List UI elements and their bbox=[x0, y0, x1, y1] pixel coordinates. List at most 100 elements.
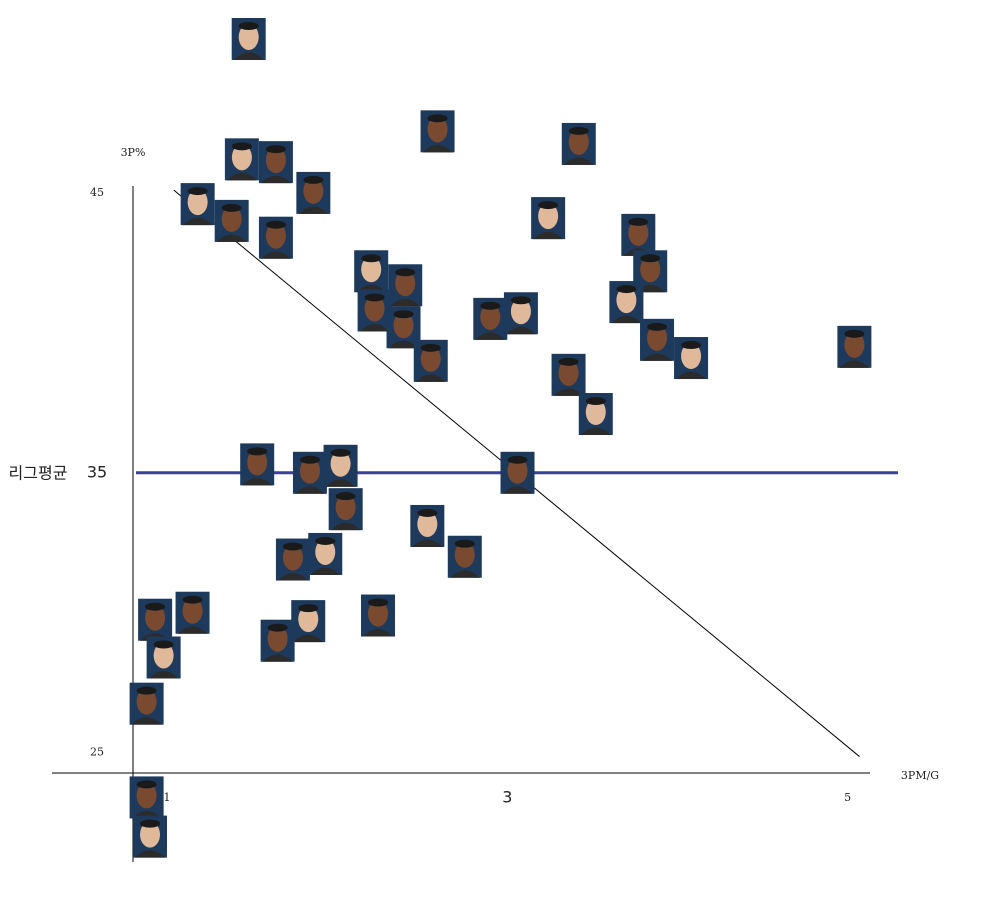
player-photo bbox=[531, 197, 566, 240]
shoulders bbox=[449, 570, 480, 578]
face bbox=[187, 189, 208, 216]
player-photo bbox=[413, 339, 448, 382]
shoulders bbox=[260, 175, 291, 184]
player-photo bbox=[473, 297, 508, 340]
shoulders bbox=[422, 144, 453, 153]
shoulders bbox=[676, 371, 707, 380]
shoulders bbox=[390, 298, 421, 307]
player-photo bbox=[258, 216, 293, 259]
y-axis-label: 3P% bbox=[121, 146, 146, 159]
face bbox=[364, 295, 385, 322]
hair bbox=[628, 217, 649, 226]
hair bbox=[140, 819, 161, 828]
face bbox=[303, 177, 324, 204]
shoulders bbox=[363, 629, 393, 637]
shoulders bbox=[135, 850, 166, 858]
face bbox=[568, 128, 589, 155]
face bbox=[558, 359, 579, 386]
hair bbox=[427, 114, 448, 123]
shoulders bbox=[262, 654, 293, 662]
hair bbox=[558, 357, 579, 366]
shoulders bbox=[242, 477, 273, 486]
shoulders bbox=[260, 251, 291, 259]
shoulders bbox=[533, 231, 564, 240]
face bbox=[136, 688, 157, 715]
shoulders bbox=[359, 323, 390, 332]
face bbox=[265, 222, 286, 249]
face bbox=[538, 203, 559, 230]
player-photo bbox=[357, 289, 392, 332]
shoulders bbox=[131, 717, 162, 725]
face bbox=[507, 457, 528, 484]
shoulders bbox=[611, 315, 642, 324]
shoulders bbox=[563, 157, 594, 165]
shoulders bbox=[177, 626, 208, 634]
face bbox=[265, 147, 286, 174]
face bbox=[221, 205, 242, 232]
shoulders bbox=[415, 374, 446, 382]
shoulders bbox=[277, 573, 308, 581]
face bbox=[640, 256, 661, 283]
player-photo bbox=[231, 17, 266, 60]
face bbox=[616, 287, 637, 314]
face bbox=[298, 606, 319, 633]
hair bbox=[616, 285, 637, 294]
face bbox=[238, 23, 259, 50]
hair bbox=[153, 640, 174, 649]
player-photo bbox=[133, 815, 168, 858]
hair bbox=[187, 187, 208, 196]
face bbox=[647, 324, 668, 351]
hair bbox=[267, 623, 288, 632]
player-photo bbox=[500, 451, 535, 494]
player-photo bbox=[361, 594, 395, 637]
face bbox=[480, 303, 501, 330]
shoulders bbox=[839, 360, 870, 368]
hair bbox=[364, 293, 385, 302]
hair bbox=[640, 254, 661, 263]
face bbox=[368, 600, 388, 627]
face bbox=[393, 312, 414, 339]
hair bbox=[221, 203, 242, 212]
player-photo bbox=[240, 443, 275, 486]
hair bbox=[145, 602, 166, 611]
hair bbox=[303, 175, 324, 184]
hair bbox=[395, 268, 416, 277]
player-photo bbox=[503, 292, 538, 335]
x-tick-label: 3 bbox=[502, 788, 512, 807]
shoulders bbox=[216, 234, 247, 242]
face bbox=[153, 642, 174, 669]
hair bbox=[247, 447, 268, 456]
hair bbox=[393, 310, 414, 319]
face bbox=[315, 538, 336, 565]
shoulders bbox=[505, 326, 536, 335]
player-photo bbox=[578, 393, 613, 436]
hair bbox=[136, 780, 157, 789]
x-tick-label: 5 bbox=[844, 791, 851, 804]
player-photo bbox=[621, 213, 656, 256]
player-photo bbox=[292, 451, 327, 494]
player-photo bbox=[609, 281, 644, 324]
hair bbox=[454, 539, 475, 548]
player-photo bbox=[275, 538, 310, 581]
hair bbox=[568, 126, 589, 135]
shoulders bbox=[475, 332, 506, 340]
face bbox=[628, 219, 649, 246]
shoulders bbox=[293, 634, 324, 643]
player-photo bbox=[420, 110, 455, 153]
shoulders bbox=[642, 353, 673, 361]
player-photo bbox=[640, 318, 675, 361]
shoulders bbox=[580, 427, 611, 436]
player-photo bbox=[258, 141, 293, 184]
x-tick-label: 1 bbox=[164, 791, 171, 804]
face bbox=[427, 116, 448, 143]
face bbox=[330, 450, 351, 477]
hair bbox=[238, 21, 259, 30]
face bbox=[247, 449, 268, 476]
hair bbox=[510, 296, 531, 305]
shoulders bbox=[330, 522, 361, 531]
shoulders bbox=[226, 172, 257, 181]
player-photo bbox=[328, 488, 363, 531]
hair bbox=[507, 455, 528, 464]
hair bbox=[420, 343, 441, 352]
